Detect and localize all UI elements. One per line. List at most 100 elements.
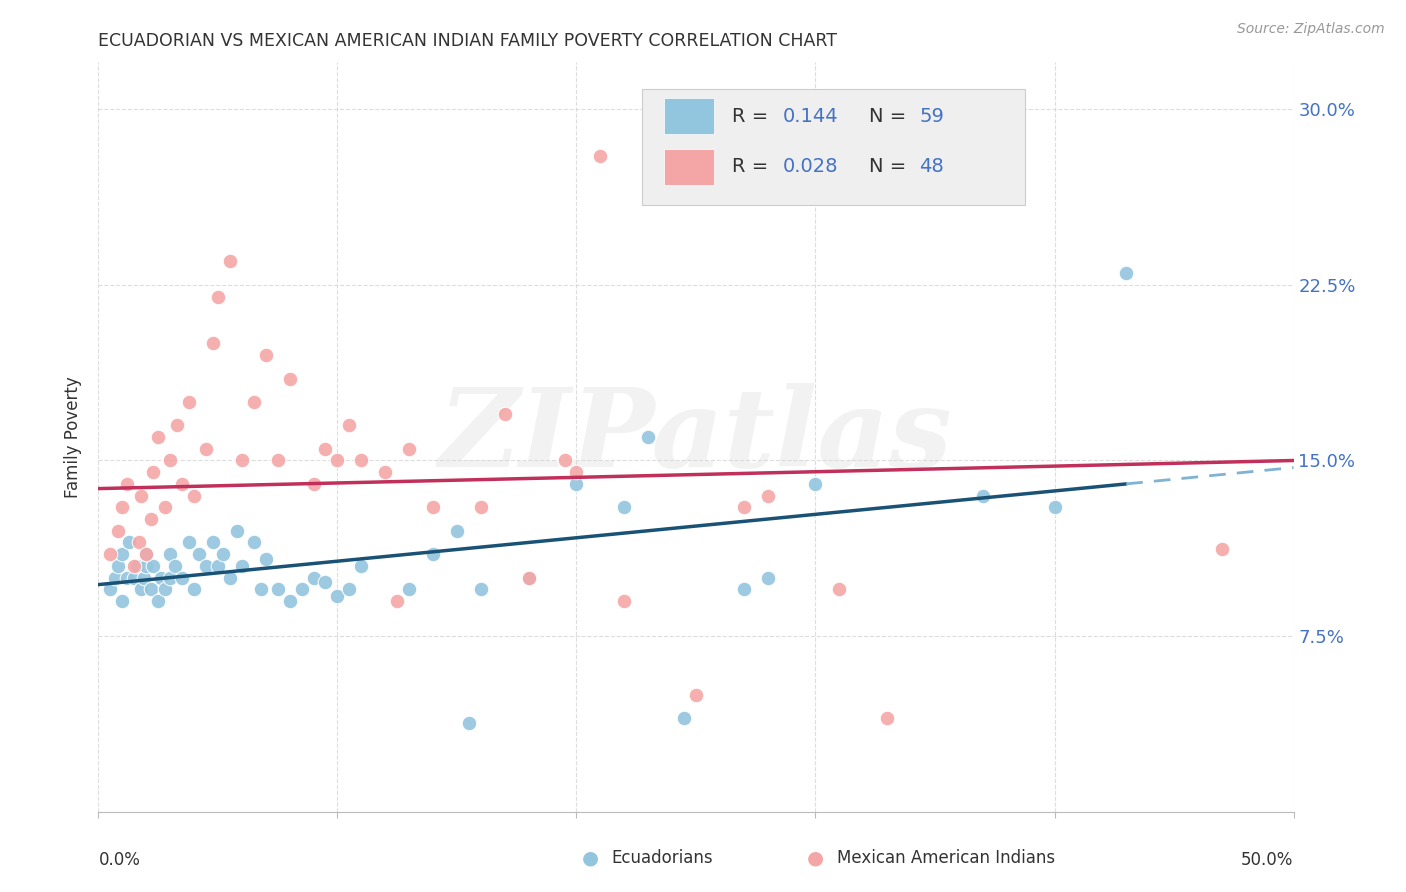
Point — [398, 582, 420, 597]
Point — [202, 336, 225, 351]
Point — [589, 149, 612, 163]
FancyBboxPatch shape — [664, 97, 714, 134]
Text: ECUADORIAN VS MEXICAN AMERICAN INDIAN FAMILY POVERTY CORRELATION CHART: ECUADORIAN VS MEXICAN AMERICAN INDIAN FA… — [98, 32, 838, 50]
Point — [458, 715, 481, 730]
Text: Mexican American Indians: Mexican American Indians — [837, 849, 1054, 867]
Point — [517, 571, 540, 585]
Point — [135, 547, 157, 561]
Point — [98, 582, 122, 597]
Point — [339, 418, 361, 433]
Text: ●: ● — [807, 848, 824, 868]
FancyBboxPatch shape — [643, 88, 1025, 205]
FancyBboxPatch shape — [664, 149, 714, 185]
Point — [1115, 266, 1137, 280]
Point — [517, 571, 540, 585]
Text: Source: ZipAtlas.com: Source: ZipAtlas.com — [1237, 22, 1385, 37]
Point — [139, 582, 162, 597]
Point — [111, 594, 134, 608]
Point — [733, 500, 755, 515]
Point — [195, 558, 218, 573]
Text: Ecuadorians: Ecuadorians — [612, 849, 713, 867]
Point — [187, 547, 209, 561]
Point — [159, 453, 181, 467]
Text: R =: R = — [733, 107, 775, 126]
Text: R =: R = — [733, 157, 775, 176]
Point — [756, 489, 779, 503]
Point — [422, 500, 444, 515]
Point — [172, 476, 194, 491]
Point — [207, 558, 229, 573]
Point — [155, 500, 177, 515]
Point — [148, 430, 170, 444]
Point — [124, 571, 146, 585]
Point — [118, 535, 141, 549]
Point — [148, 594, 170, 608]
Point — [243, 395, 266, 409]
Point — [756, 571, 779, 585]
Point — [107, 558, 129, 573]
Point — [254, 551, 277, 566]
Text: 0.028: 0.028 — [783, 157, 839, 176]
Point — [565, 465, 588, 479]
Point — [139, 512, 162, 526]
Point — [291, 582, 314, 597]
Point — [155, 582, 177, 597]
Point — [828, 582, 851, 597]
Point — [554, 453, 576, 467]
Point — [115, 476, 138, 491]
Point — [267, 582, 290, 597]
Point — [1043, 500, 1066, 515]
Point — [876, 711, 898, 725]
Point — [1211, 542, 1233, 557]
Text: ●: ● — [582, 848, 599, 868]
Point — [159, 547, 181, 561]
Point — [374, 465, 396, 479]
Point — [339, 582, 361, 597]
Point — [494, 407, 516, 421]
Point — [243, 535, 266, 549]
Point — [179, 535, 201, 549]
Point — [132, 571, 155, 585]
Point — [131, 582, 153, 597]
Point — [104, 571, 127, 585]
Point — [673, 711, 696, 725]
Point — [446, 524, 468, 538]
Point — [142, 465, 165, 479]
Point — [219, 571, 242, 585]
Point — [613, 500, 636, 515]
Text: 59: 59 — [920, 107, 945, 126]
Text: N =: N = — [869, 157, 912, 176]
Point — [470, 582, 492, 597]
Point — [613, 594, 636, 608]
Point — [385, 594, 409, 608]
Point — [128, 535, 150, 549]
Point — [315, 575, 337, 590]
Text: ZIPatlas: ZIPatlas — [439, 384, 953, 491]
Point — [159, 571, 181, 585]
Point — [107, 524, 129, 538]
Point — [267, 453, 290, 467]
Point — [350, 453, 373, 467]
Point — [211, 547, 233, 561]
Text: 0.0%: 0.0% — [98, 851, 141, 869]
Point — [195, 442, 218, 456]
Point — [637, 430, 659, 444]
Point — [111, 547, 134, 561]
Point — [398, 442, 420, 456]
Point — [125, 558, 148, 573]
Point — [254, 348, 277, 362]
Text: 48: 48 — [920, 157, 945, 176]
Point — [733, 582, 755, 597]
Point — [135, 547, 157, 561]
Text: N =: N = — [869, 107, 912, 126]
Point — [278, 594, 301, 608]
Point — [98, 547, 122, 561]
Point — [470, 500, 492, 515]
Point — [302, 476, 325, 491]
Point — [250, 582, 273, 597]
Point — [685, 688, 707, 702]
Point — [149, 571, 172, 585]
Point — [135, 558, 157, 573]
Point — [183, 489, 205, 503]
Point — [565, 476, 588, 491]
